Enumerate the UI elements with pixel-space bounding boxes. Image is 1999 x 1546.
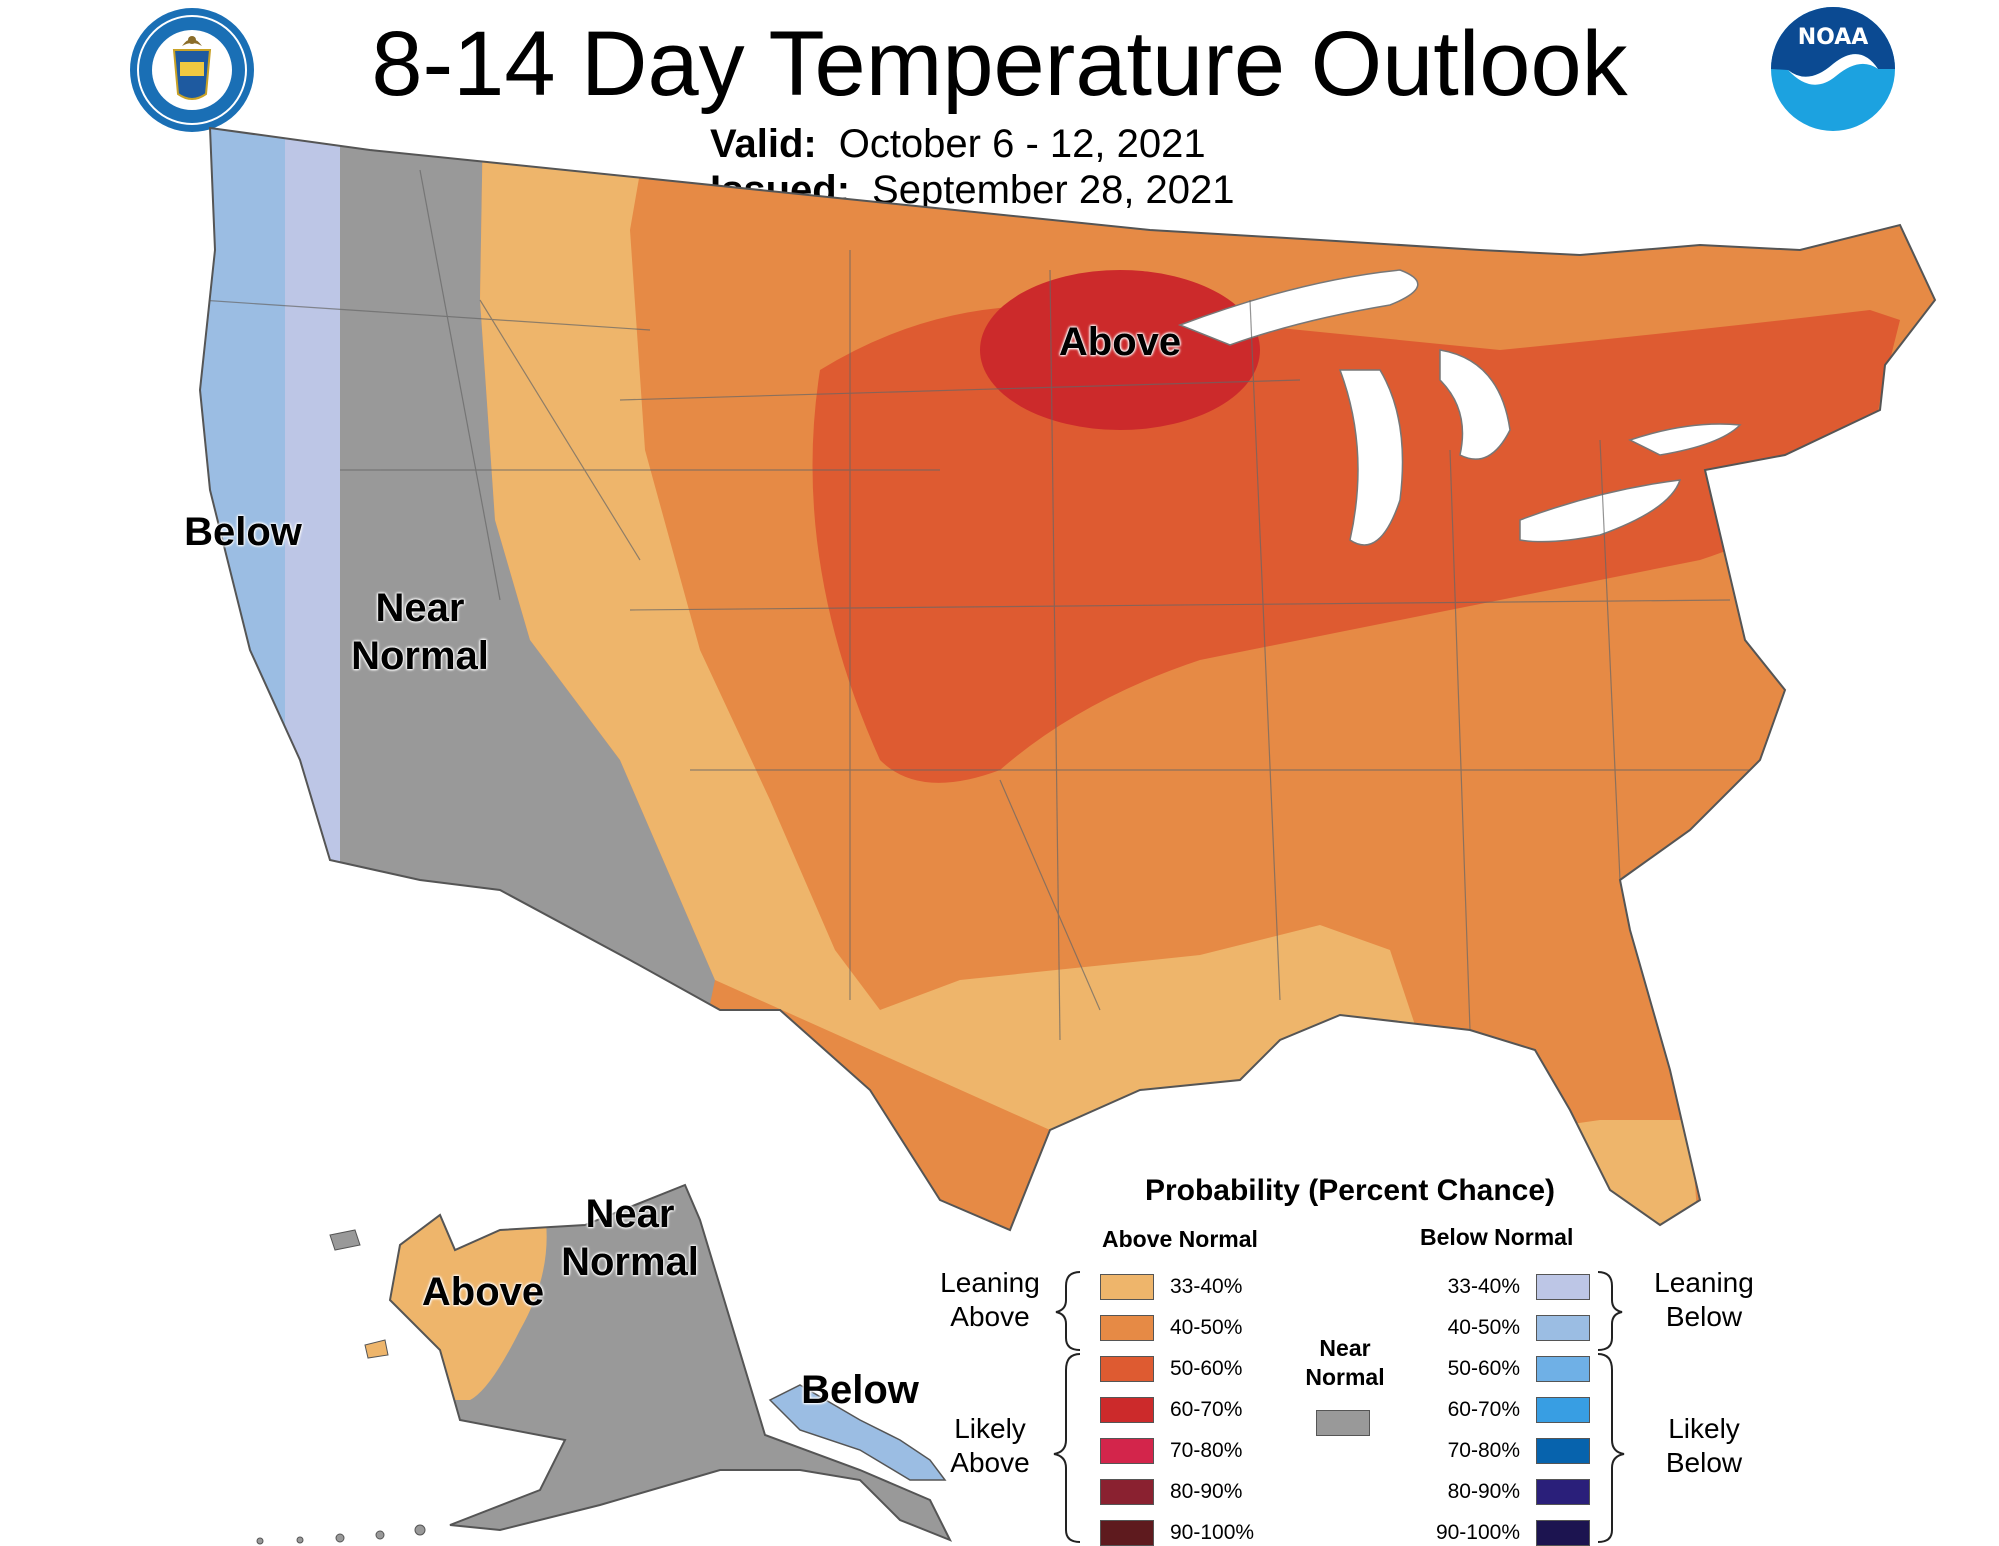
legend-above-swatch xyxy=(1100,1397,1154,1423)
legend-below-range-label: 90-100% xyxy=(1435,1521,1520,1544)
legend-below-swatch xyxy=(1536,1438,1590,1464)
legend-above-header: Above Normal xyxy=(1102,1226,1258,1252)
label-near-normal: Near Normal xyxy=(351,586,489,678)
label-above: Above xyxy=(1058,320,1182,364)
legend-below-swatch xyxy=(1536,1274,1590,1300)
legend-below-range-label: 70-80% xyxy=(1447,1439,1520,1462)
aleutian-islands xyxy=(256,1524,426,1545)
valid-label: Valid: xyxy=(710,122,817,166)
legend-below-range-label: 50-60% xyxy=(1447,1357,1520,1380)
valid-value: October 6 - 12, 2021 xyxy=(838,122,1206,166)
conus-outline xyxy=(198,126,1937,1232)
legend-above-range-label: 33-40% xyxy=(1170,1275,1243,1298)
bracket-leaning-above xyxy=(1055,1271,1081,1351)
noaa-logo-icon: NOAA xyxy=(1771,7,1895,131)
legend-below-range-label: 60-70% xyxy=(1447,1398,1520,1421)
legend-above-swatch xyxy=(1100,1438,1154,1464)
legend-title: Probability (Percent Chance) xyxy=(1144,1174,1556,1207)
zone-near-normal xyxy=(340,128,715,1100)
legend-above-swatch xyxy=(1100,1520,1154,1546)
legend-below-swatch xyxy=(1536,1479,1590,1505)
great-lakes xyxy=(1177,269,1742,546)
zone-leaning-above-33-40 xyxy=(480,128,1420,1130)
legend-above-range-label: 60-70% xyxy=(1170,1398,1243,1421)
legend-below-swatch xyxy=(1536,1315,1590,1341)
legend-above-swatch xyxy=(1100,1274,1154,1300)
ak-island-above xyxy=(364,1339,389,1359)
legend-below-header: Below Normal xyxy=(1420,1224,1574,1250)
valid-dates: Valid: October 6 - 12, 2021 xyxy=(710,122,1206,167)
legend-likely-above: Likely Above xyxy=(950,1413,1030,1478)
legend-above-swatch xyxy=(1100,1315,1154,1341)
legend-above-range-label: 40-50% xyxy=(1170,1316,1243,1339)
alaska-outline xyxy=(388,1183,953,1542)
legend-leaning-below: Leaning Below xyxy=(1654,1267,1754,1332)
legend-above-range-label: 50-60% xyxy=(1170,1357,1243,1380)
noaa-logo-text: NOAA xyxy=(1798,25,1869,50)
label-ak-above: Above xyxy=(421,1270,545,1314)
legend-above-range-label: 90-100% xyxy=(1170,1521,1255,1544)
label-ak-near-normal: Near Normal xyxy=(561,1192,699,1284)
legend-below-range-label: 80-90% xyxy=(1447,1480,1520,1503)
legend-near-normal-label: Near Normal xyxy=(1305,1335,1385,1390)
legend-above-swatch xyxy=(1100,1356,1154,1382)
legend-below-range-label: 33-40% xyxy=(1447,1275,1520,1298)
legend-above-range-label: 70-80% xyxy=(1170,1439,1243,1462)
commerce-seal-icon xyxy=(130,8,254,132)
legend-below-swatch xyxy=(1536,1356,1590,1382)
issued-value: September 28, 2021 xyxy=(872,168,1235,212)
legend-leaning-above: Leaning Above xyxy=(940,1267,1040,1332)
legend-below-swatch xyxy=(1536,1520,1590,1546)
bracket-likely-above xyxy=(1053,1353,1081,1543)
legend-likely-below: Likely Below xyxy=(1665,1413,1743,1478)
ak-island xyxy=(329,1229,361,1251)
legend-above-swatch xyxy=(1100,1479,1154,1505)
legend-above-range-label: 80-90% xyxy=(1170,1480,1243,1503)
bracket-leaning-below xyxy=(1597,1271,1623,1351)
page-title: 8-14 Day Temperature Outlook xyxy=(371,13,1628,115)
bracket-likely-below xyxy=(1597,1353,1625,1543)
ak-panhandle-below xyxy=(768,1384,947,1481)
legend-swatch-near-normal xyxy=(1316,1410,1370,1436)
state-boundaries xyxy=(200,169,1780,1041)
legend-below-range-label: 40-50% xyxy=(1447,1316,1520,1339)
legend-below-swatch xyxy=(1536,1397,1590,1423)
label-below: Below xyxy=(184,510,302,554)
label-ak-below: Below xyxy=(801,1368,919,1412)
